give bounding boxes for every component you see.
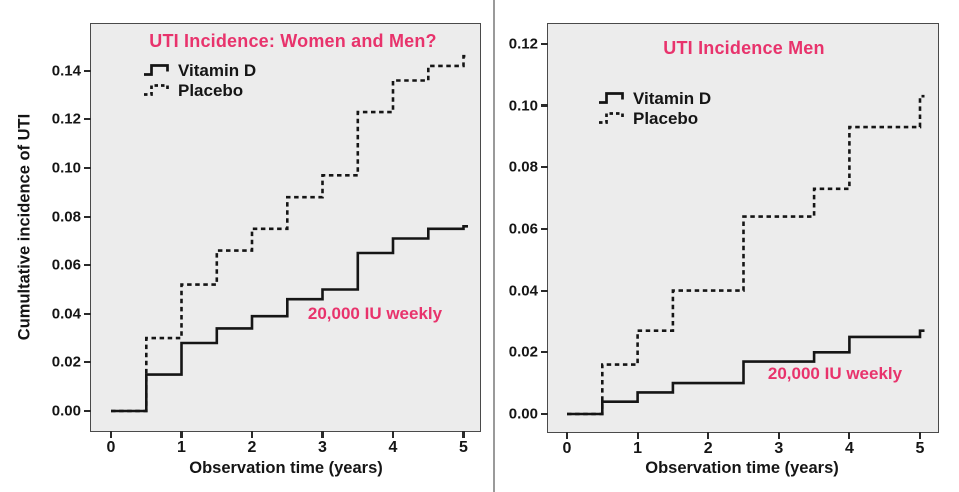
legend-glyph-path xyxy=(599,112,624,124)
y-axis-title: Cumultative incidence of UTI xyxy=(15,113,34,341)
step-lines-chart xyxy=(567,94,925,416)
y-tick-label: 0.08 xyxy=(51,208,81,226)
legend: Vitamin D Placebo xyxy=(598,88,711,128)
y-tick-label: 0.08 xyxy=(508,158,538,176)
y-tick-mark xyxy=(541,412,548,416)
legend-label: Vitamin D xyxy=(178,60,257,80)
y-tick-label: 0.10 xyxy=(508,97,538,114)
x-tick-mark xyxy=(391,431,395,438)
y-tick-label: 0.00 xyxy=(508,405,538,423)
dashed-step-line-icon xyxy=(599,112,624,124)
y-tick-mark xyxy=(84,361,91,364)
y-tick-mark xyxy=(541,351,548,354)
x-tick-label: 1 xyxy=(177,439,186,456)
x-tick-mark xyxy=(109,431,113,438)
y-tick-label: 0.06 xyxy=(51,256,81,274)
y-tick-label: 0.02 xyxy=(508,343,538,361)
legend-row-vitamin-d: Vitamin D xyxy=(143,60,256,80)
x-tick-mark xyxy=(848,432,851,439)
series-line-placebo xyxy=(111,54,468,413)
dose-annotation: 20,000 IU weekly xyxy=(767,364,903,383)
solid-step-line-icon xyxy=(599,92,624,104)
y-tick-mark xyxy=(541,227,548,230)
y-tick-mark xyxy=(84,312,91,315)
x-tick-mark xyxy=(321,431,324,438)
legend-glyph-path xyxy=(144,84,169,96)
y-tick-label: 0.12 xyxy=(508,35,538,53)
x-tick-label: 2 xyxy=(247,439,257,456)
series-line-vitamin-d xyxy=(111,225,468,413)
y-tick-label: 0.14 xyxy=(51,62,81,80)
x-tick-label: 1 xyxy=(633,440,643,457)
legend-glyph-path xyxy=(599,92,624,104)
x-tick-mark xyxy=(636,432,639,439)
y-tick-mark xyxy=(84,118,91,121)
legend-label: Placebo xyxy=(633,108,699,128)
legend-row-vitamin-d: Vitamin D xyxy=(598,88,711,108)
y-tick-label: 0.04 xyxy=(51,305,81,323)
dose-annotation: 20,000 IU weekly xyxy=(307,304,443,323)
y-tick-mark xyxy=(84,215,91,218)
plot-title: UTI Incidence: Women and Men? xyxy=(149,31,437,51)
y-tick-label: 0.02 xyxy=(51,353,81,371)
step-lines-chart xyxy=(111,54,468,413)
x-tick-mark xyxy=(707,432,710,439)
x-tick-mark xyxy=(462,431,465,438)
x-tick-label: 2 xyxy=(703,440,713,457)
dashed-step-line-icon xyxy=(144,84,169,96)
y-tick-mark xyxy=(84,264,91,267)
series-line-vitamin-d xyxy=(567,329,925,416)
x-axis-title: Observation time (years) xyxy=(645,459,839,477)
y-tick-mark xyxy=(541,289,548,292)
y-tick-label: 0.00 xyxy=(51,402,81,420)
x-tick-label: 0 xyxy=(562,440,572,457)
y-tick-mark xyxy=(84,166,91,170)
solid-step-line-icon xyxy=(144,64,169,76)
y-tick-label: 0.04 xyxy=(508,282,538,300)
x-tick-mark xyxy=(180,431,183,438)
plot-title: UTI Incidence Men xyxy=(663,38,825,58)
legend-label: Vitamin D xyxy=(633,88,712,108)
plot-area-men: UTI Incidence Men Vitamin D Placebo 20,0… xyxy=(509,23,939,457)
y-tick-label: 0.06 xyxy=(508,220,538,238)
y-tick-mark xyxy=(541,104,548,107)
legend-row-placebo: Placebo xyxy=(143,80,256,100)
plot-area-women-and-men: UTI Incidence: Women and Men? Vitamin D … xyxy=(52,23,481,456)
x-tick-label: 4 xyxy=(844,440,854,457)
y-tick-mark xyxy=(541,166,548,169)
x-tick-mark xyxy=(250,431,254,438)
legend-label: Placebo xyxy=(178,80,244,100)
x-tick-label: 5 xyxy=(915,440,925,457)
x-tick-label: 0 xyxy=(106,439,116,456)
x-tick-mark xyxy=(777,432,780,439)
x-axis-title: Observation time (years) xyxy=(189,459,383,477)
legend: Vitamin D Placebo xyxy=(143,60,256,100)
y-tick-mark xyxy=(84,409,91,413)
x-tick-label: 3 xyxy=(774,440,784,457)
legend-glyph-path xyxy=(144,64,169,76)
x-tick-label: 3 xyxy=(318,439,327,456)
panel-divider xyxy=(493,0,495,492)
x-tick-mark xyxy=(565,432,569,439)
y-tick-label: 0.12 xyxy=(51,110,81,128)
y-tick-mark xyxy=(541,42,548,45)
y-tick-label: 0.10 xyxy=(51,159,81,177)
x-tick-label: 4 xyxy=(388,439,398,456)
legend-row-placebo: Placebo xyxy=(598,108,711,128)
x-tick-label: 5 xyxy=(459,439,468,456)
y-tick-mark xyxy=(84,69,91,72)
x-tick-mark xyxy=(918,432,922,439)
